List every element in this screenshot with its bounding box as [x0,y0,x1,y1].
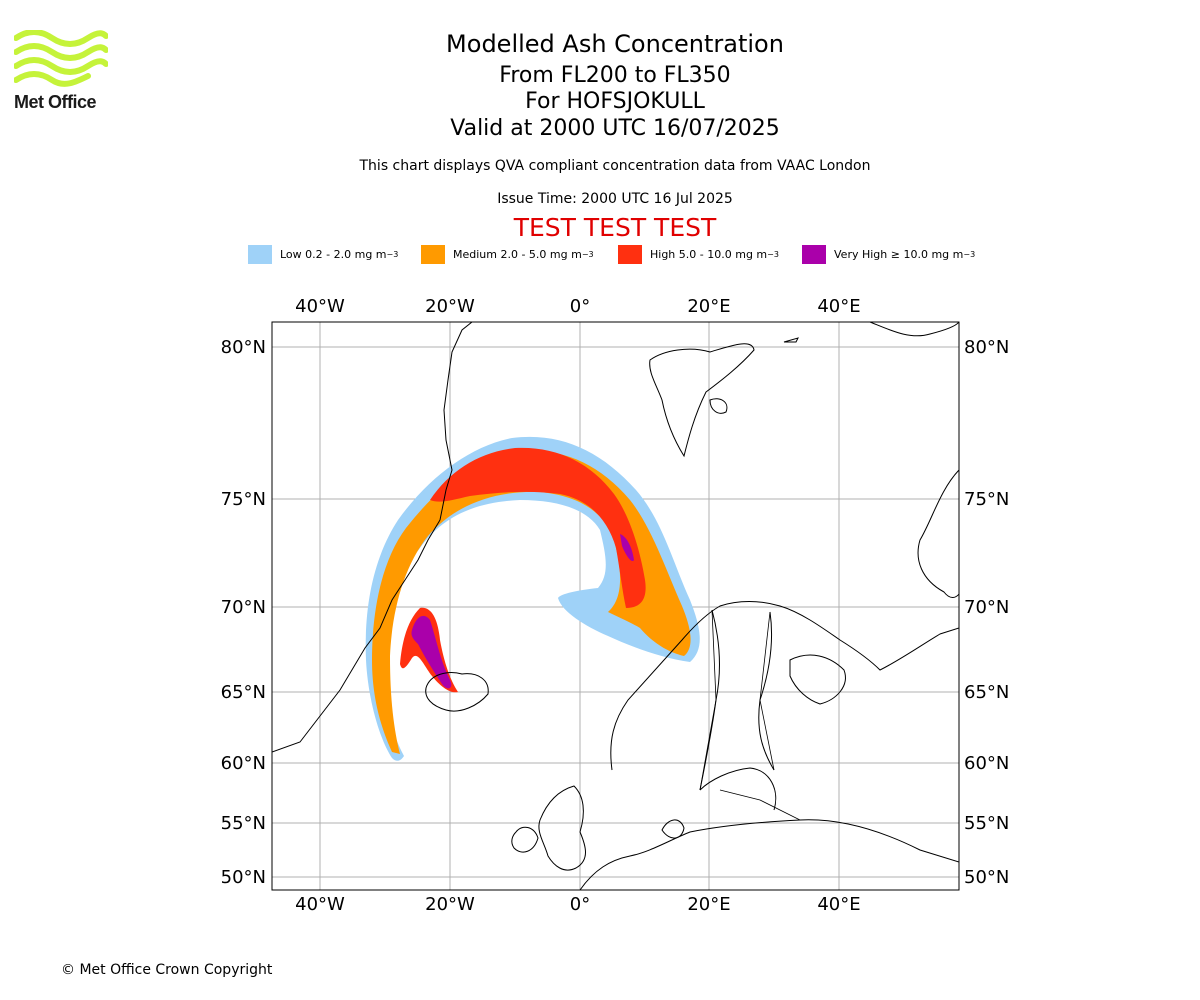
lon-label-bottom-40e: 40°E [817,894,860,915]
lon-label-bottom-40w: 40°W [295,894,345,915]
met-office-logo-text: Met Office [14,92,97,112]
legend-item-low: Low 0.2 - 2.0 mg m −3 [248,244,398,264]
flight-level-range: From FL200 to FL350 [499,63,731,88]
lat-label-right-65n: 65°N [964,682,1009,703]
lat-label-left-75n: 75°N [221,489,266,510]
lon-label-top-0: 0° [570,296,590,317]
valid-time: Valid at 2000 UTC 16/07/2025 [450,116,780,141]
met-office-logo: Met Office [13,29,114,112]
legend-item-high: High 5.0 - 10.0 mg m −3 [618,244,779,264]
lon-label-top-20w: 20°W [425,296,475,317]
legend-label-medium: Medium 2.0 - 5.0 mg m [453,247,582,261]
issue-time: Issue Time: 2000 UTC 16 Jul 2025 [497,191,733,207]
lat-label-right-60n: 60°N [964,753,1009,774]
legend-swatch-low [248,244,272,264]
lon-label-bottom-20w: 20°W [425,894,475,915]
met-office-logo-waves [13,29,109,87]
lat-label-right-55n: 55°N [964,813,1009,834]
volcano-name: For HOFSJOKULL [525,89,705,114]
ash-very-high-spot [620,534,634,562]
lat-label-left-70n: 70°N [221,597,266,618]
lat-label-left-60n: 60°N [221,753,266,774]
lat-label-right-75n: 75°N [964,489,1009,510]
legend-swatch-high [618,244,642,264]
graticule [272,322,959,890]
coastlines [272,322,959,890]
lon-label-top-20e: 20°E [687,296,730,317]
copyright-notice: © Met Office Crown Copyright [61,962,273,978]
legend-label-very-high: Very High ≥ 10.0 mg m [834,247,964,261]
map-frame [271,321,960,891]
legend-label-high: High 5.0 - 10.0 mg m [650,247,768,261]
lat-label-right-50n: 50°N [964,867,1009,888]
lat-label-right-80n: 80°N [964,337,1009,358]
test-banner: TEST TEST TEST [513,213,717,242]
lon-label-bottom-20e: 20°E [687,894,730,915]
chart-title: Modelled Ash Concentration [446,30,784,58]
legend-swatch-medium [421,244,445,264]
chart-description: This chart displays QVA compliant concen… [359,158,871,174]
borders [699,609,801,821]
lon-label-top-40e: 40°E [817,296,860,317]
lat-label-left-55n: 55°N [221,813,266,834]
ash-very-high-region [411,615,452,689]
lon-label-top-40w: 40°W [295,296,345,317]
legend-label-low: Low 0.2 - 2.0 mg m [280,247,387,261]
ash-high-region [430,447,646,608]
legend-item-medium: Medium 2.0 - 5.0 mg m −3 [421,244,594,264]
legend-swatch-very-high [802,244,826,264]
lat-label-left-65n: 65°N [221,682,266,703]
legend-item-very-high: Very High ≥ 10.0 mg m −3 [802,244,975,264]
lat-label-left-50n: 50°N [221,867,266,888]
lon-label-bottom-0: 0° [570,894,590,915]
lat-label-right-70n: 70°N [964,597,1009,618]
lat-label-left-80n: 80°N [221,337,266,358]
